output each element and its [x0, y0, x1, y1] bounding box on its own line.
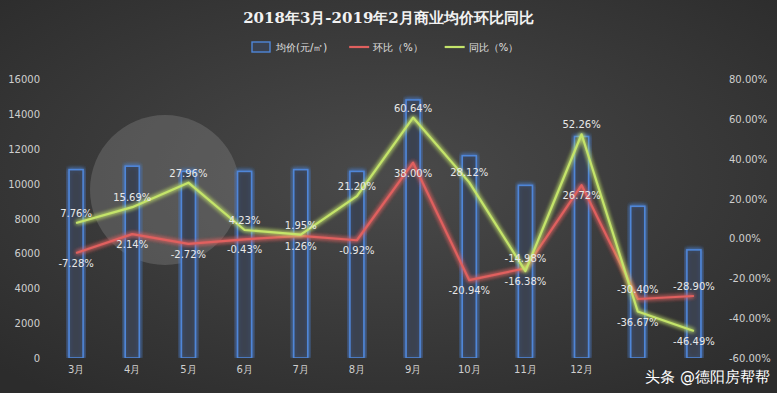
x-tick-label: 12月 [570, 364, 593, 375]
data-label: -46.49% [673, 336, 715, 347]
y2-tick-label: 60.00% [729, 114, 767, 125]
data-label: 60.64% [394, 103, 432, 114]
y-tick-label: 6000 [15, 248, 40, 259]
data-label: 27.96% [169, 168, 207, 179]
data-label: -0.43% [227, 244, 262, 255]
plot-area [69, 100, 701, 358]
legend-symbol [349, 46, 369, 48]
legend-label: 环比（%） [373, 42, 423, 53]
y2-tick-label: 80.00% [729, 74, 767, 85]
data-label: -20.94% [448, 285, 490, 296]
bar [462, 156, 476, 358]
legend-label: 均价(元/㎡) [275, 42, 327, 53]
legend-symbol [252, 42, 270, 52]
x-tick-label: 5月 [180, 364, 196, 375]
data-label: -28.90% [673, 281, 715, 292]
background [0, 0, 777, 393]
bar [631, 206, 645, 358]
y-tick-label: 12000 [8, 144, 40, 155]
line [76, 163, 694, 299]
y-tick-label: 0 [34, 353, 40, 364]
y2-tick-label: -40.00% [729, 313, 771, 324]
data-label: 26.72% [563, 190, 601, 201]
y2-tick-label: -20.00% [729, 273, 771, 284]
legend-label: 同比（%） [469, 42, 519, 53]
data-label: -0.92% [339, 245, 374, 256]
data-label: 28.12% [450, 167, 488, 178]
x-tick-label: 6月 [236, 364, 252, 375]
bar [575, 137, 589, 358]
y2-tick-label: -60.00% [729, 353, 771, 364]
legend: 均价(元/㎡) 环比（%） 同比（%） [252, 42, 518, 53]
data-label: 38.00% [394, 168, 432, 179]
x-tick-label: 3月 [68, 364, 84, 375]
data-label: 21.20% [338, 181, 376, 192]
line [76, 118, 694, 331]
data-label: 15.69% [113, 192, 151, 203]
watermark-text: 头条 @德阳房帮帮 [645, 368, 770, 386]
data-label: -7.28% [58, 258, 93, 269]
chart: 2018年3月-2019年2月商业均价环比同比 0 2000 4000 6000 8000… [0, 0, 777, 393]
bar [238, 171, 252, 358]
x-tick-label: 7月 [293, 364, 309, 375]
data-label: 1.26% [285, 241, 317, 252]
data-label: -14.98% [505, 253, 547, 264]
x-tick-label: 9月 [405, 364, 421, 375]
data-label: 7.76% [60, 208, 92, 219]
y2-tick-label: 20.00% [729, 194, 767, 205]
x-tick-label: 8月 [349, 364, 365, 375]
x-tick-label: 4月 [124, 364, 140, 375]
data-label: -2.72% [171, 249, 206, 260]
y-tick-label: 14000 [8, 109, 40, 120]
y2-tick-label: 40.00% [729, 154, 767, 165]
title: 2018年3月-2019年2月商业均价环比同比 [243, 9, 534, 27]
bar [294, 170, 308, 358]
y2-tick-label: 0.00% [729, 233, 761, 244]
data-label: -30.40% [617, 284, 659, 295]
data-labels: -7.28% 2.14% -2.72% -0.43% 1.26% -0.92% 38.00%… [58, 103, 714, 347]
data-label: -36.67% [617, 317, 659, 328]
data-label: 2.14% [116, 239, 148, 250]
data-label: 4.23% [229, 215, 261, 226]
x-tick-label: 10月 [458, 364, 481, 375]
y-tick-label: 8000 [15, 214, 40, 225]
data-label: -16.38% [505, 276, 547, 287]
data-label: 1.95% [285, 220, 317, 231]
x-tick-label: 11月 [514, 364, 537, 375]
data-label: 52.26% [563, 119, 601, 130]
legend-symbol [445, 46, 465, 48]
y-tick-label: 10000 [8, 179, 40, 190]
y-tick-label: 2000 [15, 318, 40, 329]
y-tick-label: 4000 [15, 283, 40, 294]
y-tick-label: 16000 [8, 74, 40, 85]
bar [406, 100, 420, 358]
bar [181, 171, 195, 358]
